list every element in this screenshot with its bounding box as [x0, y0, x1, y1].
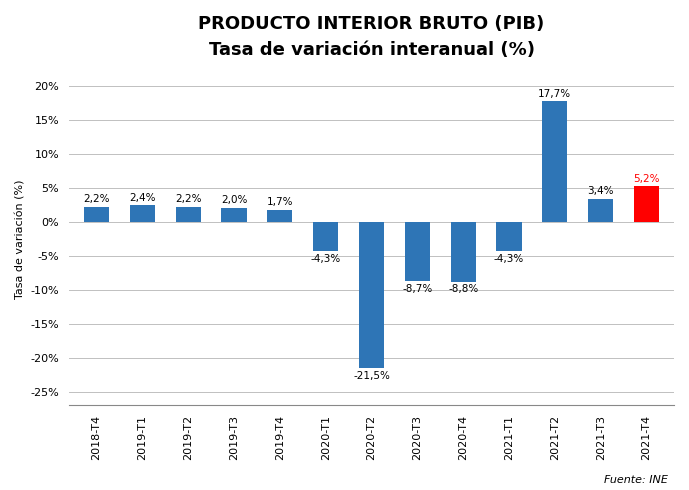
Y-axis label: Tasa de variación (%): Tasa de variación (%) — [15, 179, 25, 298]
Bar — [267, 210, 292, 222]
Text: 2,2%: 2,2% — [175, 194, 201, 204]
Bar — [176, 207, 200, 222]
Bar — [542, 101, 568, 222]
Bar — [634, 186, 659, 222]
Bar — [313, 222, 338, 251]
Bar — [221, 208, 247, 222]
Bar — [496, 222, 522, 251]
Title: PRODUCTO INTERIOR BRUTO (PIB)
Tasa de variación interanual (%): PRODUCTO INTERIOR BRUTO (PIB) Tasa de va… — [198, 15, 544, 59]
Text: -4,3%: -4,3% — [494, 254, 524, 264]
Bar — [451, 222, 476, 282]
Text: 2,2%: 2,2% — [83, 194, 110, 204]
Text: 2,0%: 2,0% — [221, 196, 247, 205]
Text: 1,7%: 1,7% — [267, 197, 293, 207]
Text: -4,3%: -4,3% — [311, 254, 341, 264]
Text: 2,4%: 2,4% — [129, 193, 156, 203]
Bar — [404, 222, 430, 281]
Bar — [130, 205, 155, 222]
Bar — [84, 207, 109, 222]
Text: Fuente: INE: Fuente: INE — [604, 475, 668, 485]
Text: 17,7%: 17,7% — [538, 89, 571, 98]
Bar — [588, 198, 613, 222]
Text: 3,4%: 3,4% — [588, 186, 614, 196]
Bar — [359, 222, 384, 368]
Text: -8,7%: -8,7% — [402, 284, 433, 294]
Text: -8,8%: -8,8% — [448, 284, 478, 294]
Text: -21,5%: -21,5% — [353, 371, 390, 381]
Text: 5,2%: 5,2% — [633, 173, 660, 184]
